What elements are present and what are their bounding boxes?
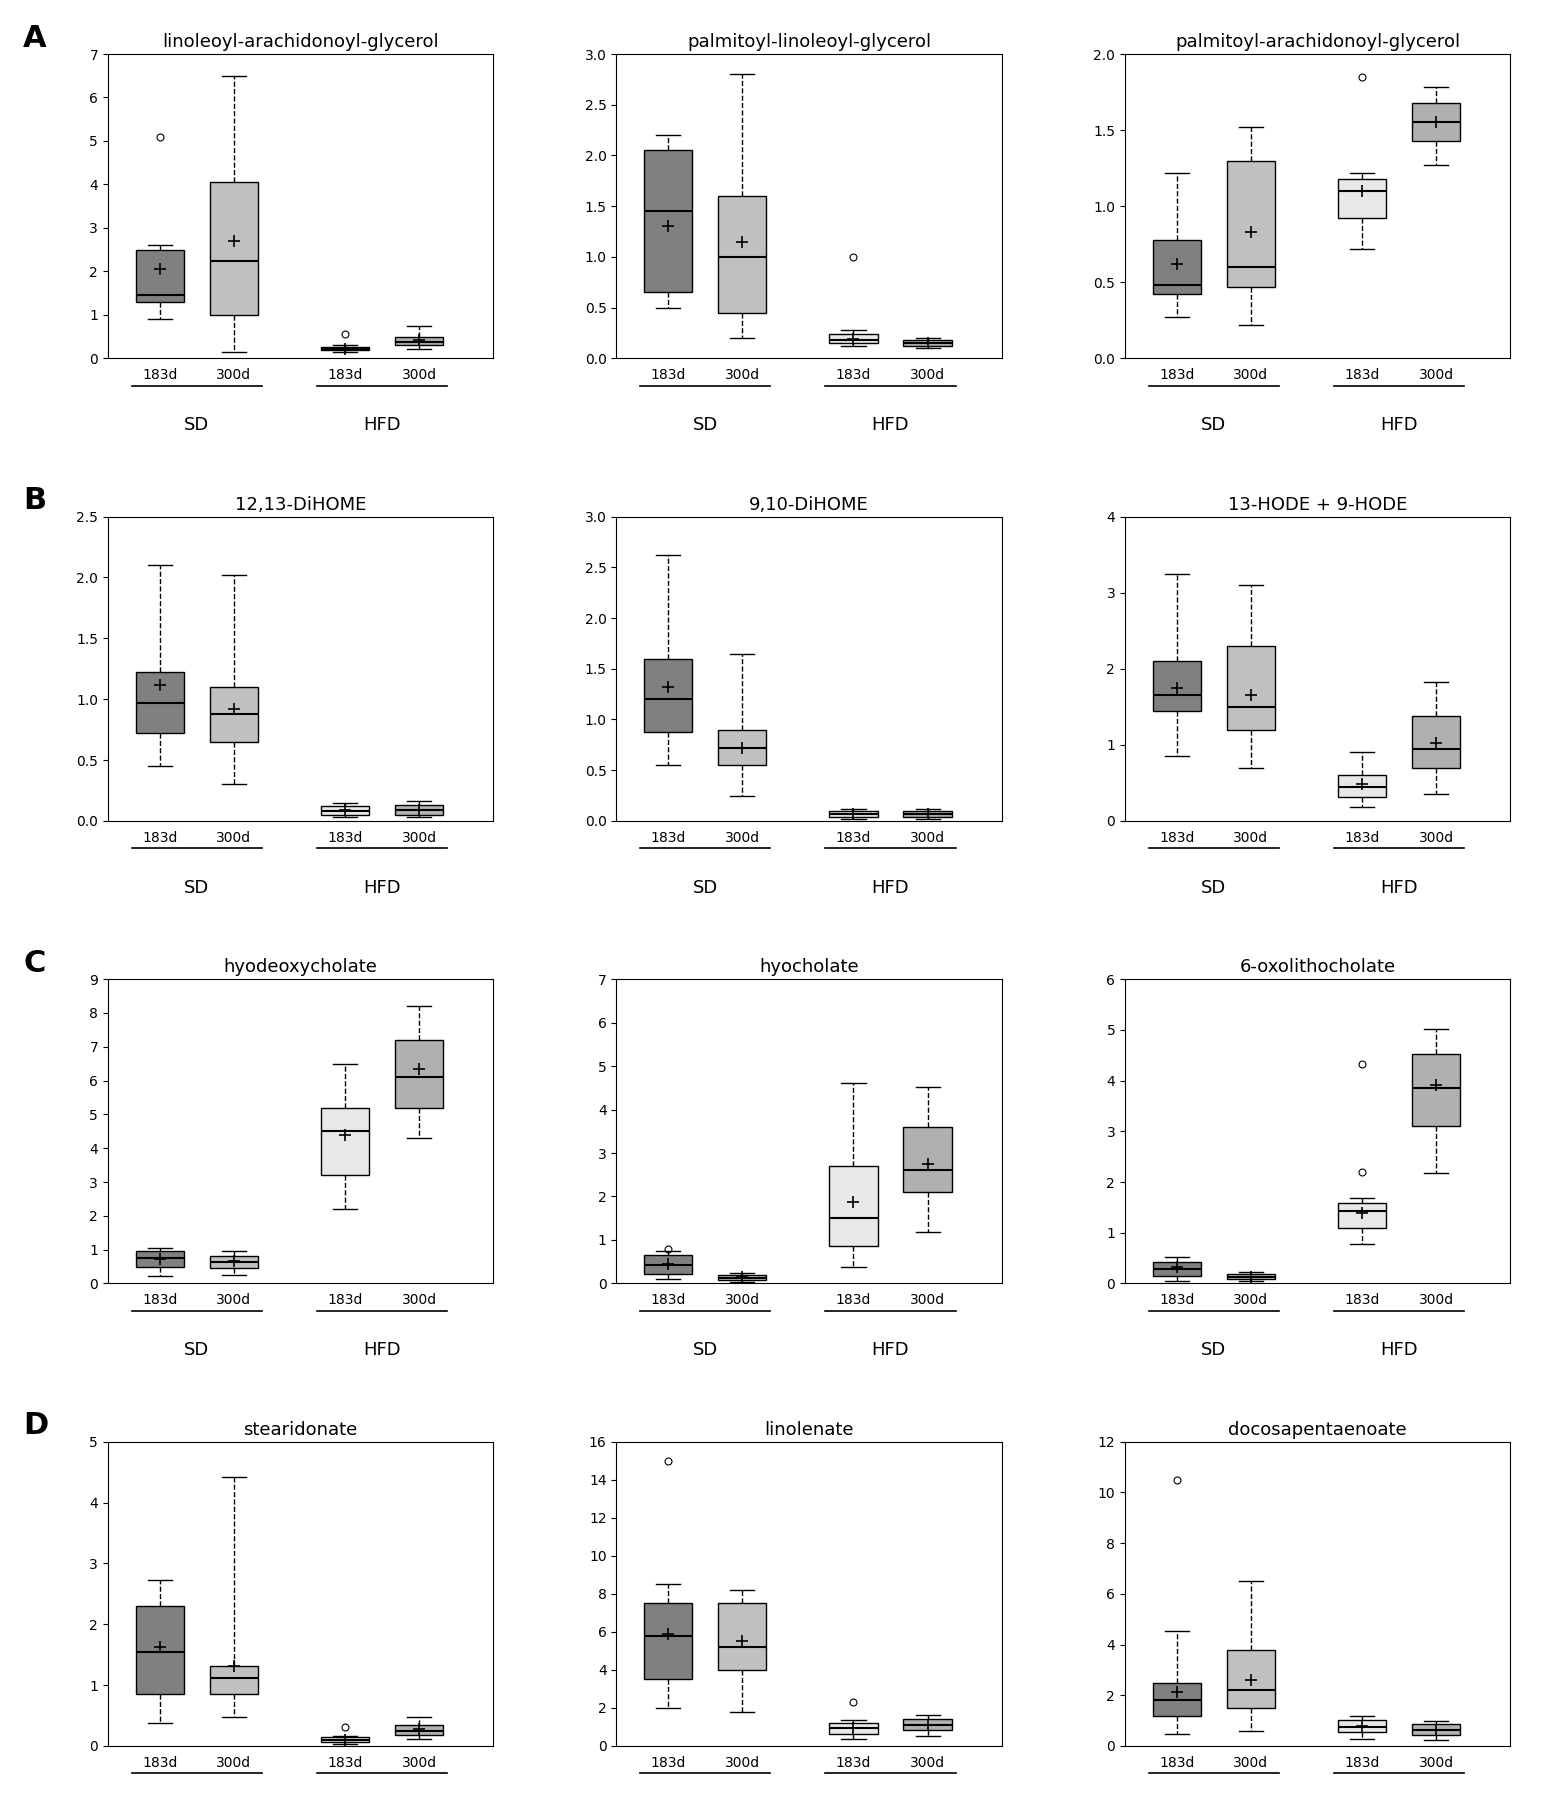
Title: 12,13-DiHOME: 12,13-DiHOME: [234, 495, 367, 513]
Title: hyodeoxycholate: hyodeoxycholate: [223, 958, 378, 976]
PathPatch shape: [1412, 1724, 1461, 1735]
PathPatch shape: [718, 729, 766, 765]
PathPatch shape: [321, 806, 368, 815]
PathPatch shape: [136, 250, 183, 302]
PathPatch shape: [903, 1127, 952, 1192]
Title: hyocholate: hyocholate: [760, 958, 858, 976]
Text: HFD: HFD: [364, 416, 401, 434]
Text: B: B: [23, 486, 46, 515]
PathPatch shape: [210, 1665, 257, 1694]
Title: stearidonate: stearidonate: [243, 1420, 358, 1438]
PathPatch shape: [1227, 646, 1274, 729]
PathPatch shape: [136, 673, 183, 733]
PathPatch shape: [210, 688, 257, 742]
PathPatch shape: [644, 1604, 692, 1679]
PathPatch shape: [829, 1166, 877, 1246]
Text: SD: SD: [1200, 416, 1227, 434]
PathPatch shape: [1412, 1055, 1461, 1127]
Text: SD: SD: [692, 878, 718, 896]
PathPatch shape: [1153, 1683, 1200, 1715]
PathPatch shape: [1153, 661, 1200, 711]
PathPatch shape: [1412, 103, 1461, 140]
PathPatch shape: [1227, 1649, 1274, 1708]
Text: SD: SD: [183, 878, 210, 896]
PathPatch shape: [1153, 239, 1200, 295]
PathPatch shape: [903, 1719, 952, 1730]
PathPatch shape: [644, 1255, 692, 1274]
PathPatch shape: [718, 196, 766, 313]
PathPatch shape: [1338, 776, 1385, 797]
PathPatch shape: [903, 340, 952, 346]
PathPatch shape: [1338, 1721, 1385, 1732]
Text: SD: SD: [1200, 878, 1227, 896]
Text: HFD: HFD: [1381, 878, 1418, 896]
PathPatch shape: [644, 659, 692, 731]
PathPatch shape: [321, 1737, 368, 1742]
PathPatch shape: [136, 1606, 183, 1694]
Text: HFD: HFD: [872, 878, 909, 896]
PathPatch shape: [394, 805, 444, 815]
Text: SD: SD: [692, 416, 718, 434]
PathPatch shape: [1227, 1274, 1274, 1280]
PathPatch shape: [321, 347, 368, 351]
Text: SD: SD: [183, 1341, 210, 1359]
Text: SD: SD: [1200, 1341, 1227, 1359]
Title: palmitoyl-linoleoyl-glycerol: palmitoyl-linoleoyl-glycerol: [687, 32, 931, 50]
Title: docosapentaenoate: docosapentaenoate: [1228, 1420, 1407, 1438]
PathPatch shape: [1412, 716, 1461, 767]
Title: linolenate: linolenate: [764, 1420, 854, 1438]
Title: 6-oxolithocholate: 6-oxolithocholate: [1239, 958, 1396, 976]
PathPatch shape: [210, 182, 257, 315]
Text: A: A: [23, 23, 46, 52]
PathPatch shape: [1153, 1262, 1200, 1276]
PathPatch shape: [1338, 178, 1385, 218]
PathPatch shape: [394, 1040, 444, 1107]
Text: D: D: [23, 1411, 48, 1440]
PathPatch shape: [829, 1723, 877, 1733]
Text: HFD: HFD: [1381, 1341, 1418, 1359]
Title: palmitoyl-arachidonoyl-glycerol: palmitoyl-arachidonoyl-glycerol: [1174, 32, 1461, 50]
PathPatch shape: [903, 810, 952, 817]
PathPatch shape: [210, 1256, 257, 1269]
Text: HFD: HFD: [364, 878, 401, 896]
Title: linoleoyl-arachidonoyl-glycerol: linoleoyl-arachidonoyl-glycerol: [162, 32, 439, 50]
Title: 9,10-DiHOME: 9,10-DiHOME: [749, 495, 869, 513]
PathPatch shape: [718, 1274, 766, 1280]
Text: C: C: [23, 949, 46, 977]
PathPatch shape: [394, 1724, 444, 1735]
Text: HFD: HFD: [364, 1341, 401, 1359]
Text: SD: SD: [183, 416, 210, 434]
Text: SD: SD: [692, 1341, 718, 1359]
PathPatch shape: [1227, 160, 1274, 286]
PathPatch shape: [136, 1251, 183, 1267]
PathPatch shape: [718, 1604, 766, 1670]
PathPatch shape: [644, 151, 692, 292]
PathPatch shape: [829, 335, 877, 344]
Text: HFD: HFD: [872, 416, 909, 434]
PathPatch shape: [1338, 1204, 1385, 1228]
Title: 13-HODE + 9-HODE: 13-HODE + 9-HODE: [1228, 495, 1407, 513]
PathPatch shape: [394, 337, 444, 346]
Text: HFD: HFD: [872, 1341, 909, 1359]
Text: HFD: HFD: [1381, 416, 1418, 434]
PathPatch shape: [829, 810, 877, 817]
PathPatch shape: [321, 1107, 368, 1175]
